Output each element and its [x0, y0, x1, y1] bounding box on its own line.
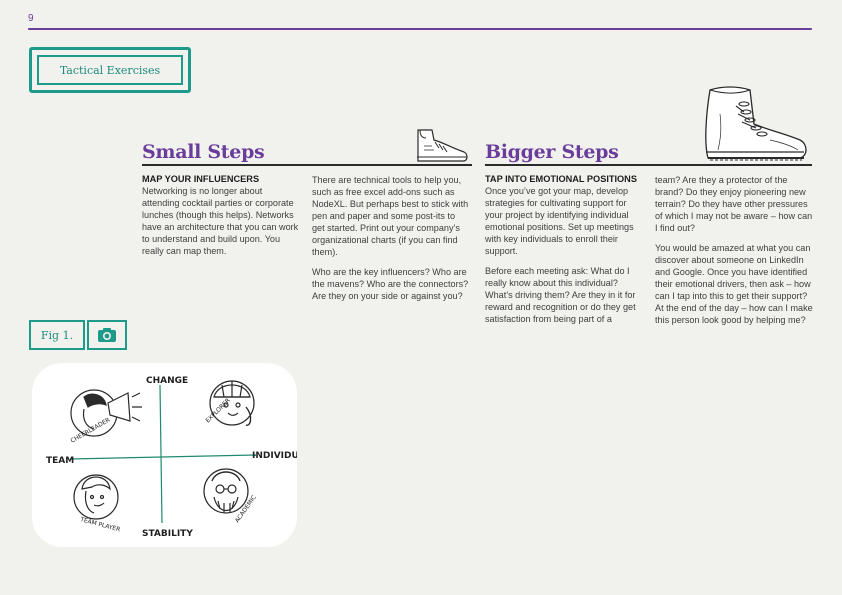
cheerleader-label: CHEERLEADER — [70, 417, 112, 445]
small-steps-rule — [142, 164, 472, 166]
axis-right-label: INDIVIDUAL — [252, 451, 297, 461]
section-tag-label: Tactical Exercises — [37, 55, 183, 85]
vertical-axis — [159, 384, 163, 524]
small-steps-col2: There are technical tools to help you, s… — [312, 174, 470, 310]
horizontal-axis — [69, 454, 257, 460]
small-steps-heading: Small Steps — [142, 141, 265, 163]
figure-label: Fig 1. — [29, 320, 85, 350]
page-number: 9 — [28, 13, 34, 24]
figure-camera-box — [87, 320, 127, 350]
bigger-steps-col1-p1: Once you’ve got your map, develop strate… — [485, 186, 634, 256]
sneaker-illustration — [417, 129, 468, 162]
bigger-steps-col2-p1: team? Are they a protector of the brand?… — [655, 175, 813, 233]
small-steps-col1-p1: Networking is no longer about attending … — [142, 186, 299, 256]
influencer-map: CHANGE STABILITY TEAM INDIVIDUAL CHEERLE… — [46, 376, 311, 539]
bigger-steps-subheading: TAP INTO EMOTIONAL POSITIONS — [485, 174, 637, 184]
section-tag: Tactical Exercises — [29, 47, 191, 93]
small-steps-col2-p1: There are technical tools to help you, s… — [312, 175, 469, 257]
camera-icon — [98, 328, 116, 342]
bigger-steps-col1-p2: Before each meeting ask: What do I reall… — [485, 266, 636, 324]
cheerleader-portrait — [70, 389, 142, 437]
bigger-steps-rule — [485, 164, 812, 166]
small-steps-col1: MAP YOUR INFLUENCERS Networking is no lo… — [142, 174, 300, 265]
top-rule — [28, 28, 812, 30]
small-steps-subheading: MAP YOUR INFLUENCERS — [142, 174, 260, 184]
academic-portrait — [203, 468, 249, 514]
team-player-portrait — [73, 474, 119, 520]
explorer-portrait — [209, 380, 255, 426]
axis-left-label: TEAM — [46, 456, 74, 466]
boot-illustration — [705, 86, 807, 161]
bigger-steps-col1: TAP INTO EMOTIONAL POSITIONS Once you’ve… — [485, 174, 640, 333]
bigger-steps-col2-p2: You would be amazed at what you can disc… — [655, 243, 813, 325]
axis-bottom-label: STABILITY — [142, 529, 193, 539]
bigger-steps-col2: team? Are they a protector of the brand?… — [655, 174, 813, 334]
axis-top-label: CHANGE — [146, 376, 188, 386]
small-steps-col2-p2: Who are the key influencers? Who are the… — [312, 267, 469, 301]
influencer-map-figure: CHANGE STABILITY TEAM INDIVIDUAL CHEERLE… — [32, 363, 311, 547]
bigger-steps-heading: Bigger Steps — [485, 141, 619, 163]
